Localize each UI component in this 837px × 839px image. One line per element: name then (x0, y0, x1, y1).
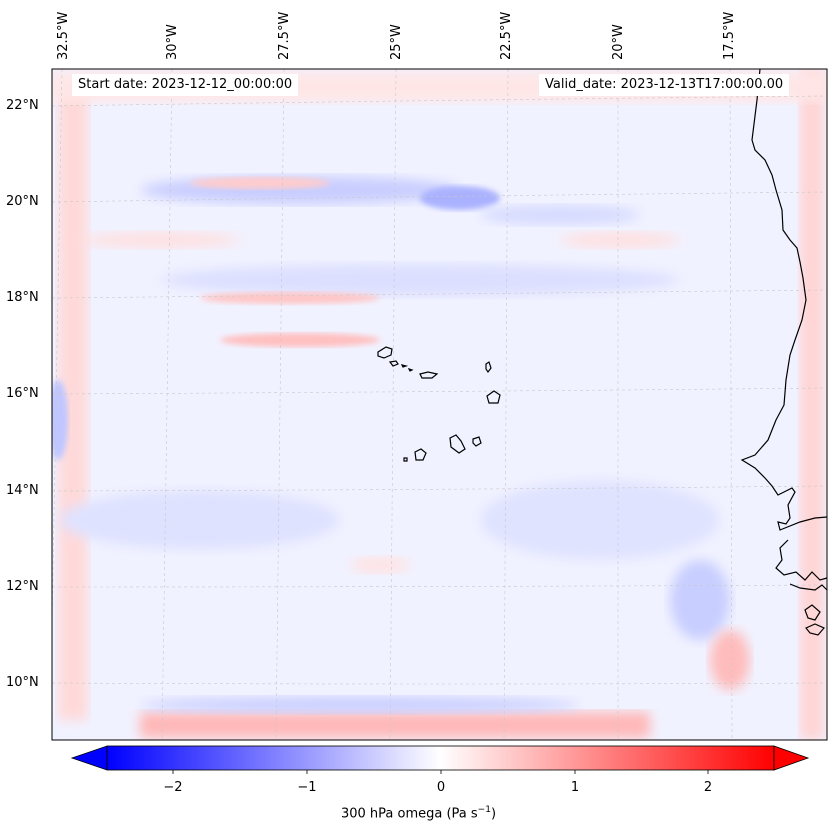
east-boundary-positive-band (800, 69, 824, 740)
lon-label: 25°W (389, 24, 404, 60)
map-frame (51, 68, 828, 741)
colorbar-tick-label: −1 (297, 780, 317, 795)
lon-label: 17.5°W (722, 11, 737, 60)
omega-field (52, 69, 827, 740)
graticule (52, 69, 827, 740)
cape-verde-islands (377, 346, 501, 462)
colorbar-units-close: ) (490, 806, 497, 822)
lat-label: 10°N (6, 675, 39, 690)
lat-label: 12°N (6, 579, 39, 594)
lat-label: 18°N (6, 290, 39, 305)
colorbar-tick-label: −2 (163, 780, 183, 795)
lat-label: 20°N (6, 194, 39, 209)
colorbar (70, 745, 810, 774)
valid-date-label: Valid_date: 2023-12-13T17:00:00.00 (539, 74, 790, 96)
lon-label: 30°W (165, 24, 180, 60)
colorbar-units: (Pa s (446, 806, 478, 822)
colorbar-units-exponent: −1 (477, 805, 491, 815)
lat-label: 14°N (6, 483, 39, 498)
colorbar-extend-min (70, 745, 108, 771)
colorbar-label: 300 hPa omega (Pa s−1) (0, 805, 837, 821)
lat-label: 16°N (6, 386, 39, 401)
west-africa-coastline (740, 68, 828, 636)
colorbar-tick-label: 1 (570, 780, 580, 795)
south-boundary-positive-band (140, 712, 650, 738)
start-date-label: Start date: 2023-12-12_00:00:00 (72, 74, 299, 96)
lon-label: 20°W (611, 24, 626, 60)
lat-label: 22°N (6, 98, 39, 113)
lon-label: 32.5°W (56, 11, 71, 60)
colorbar-gradient (106, 745, 775, 771)
colorbar-tick-label: 0 (436, 780, 446, 795)
colorbar-tick-label: 2 (703, 780, 713, 795)
lon-label: 22.5°W (499, 11, 514, 60)
colorbar-variable: 300 hPa omega (340, 806, 443, 822)
colorbar-extend-max (773, 745, 810, 771)
lon-label: 27.5°W (277, 11, 292, 60)
